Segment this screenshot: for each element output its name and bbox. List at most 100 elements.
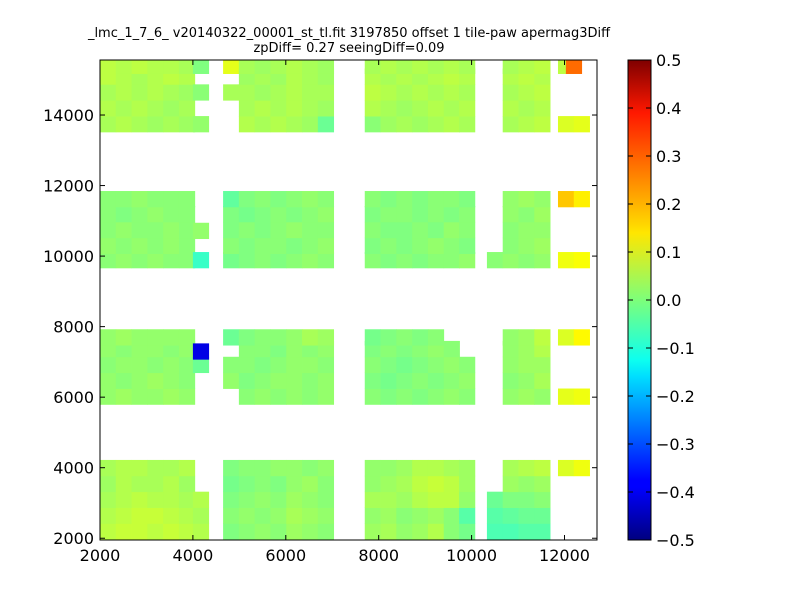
heatmap-cell	[147, 191, 164, 208]
heatmap-cell	[115, 329, 132, 346]
heatmap-cell	[302, 523, 319, 540]
heatmap-cell	[396, 206, 413, 223]
heatmap-cell	[502, 329, 519, 346]
heatmap-cell	[443, 388, 460, 405]
heatmap-cell	[364, 356, 381, 374]
heatmap-cell	[254, 252, 271, 269]
heatmap-cell	[115, 475, 132, 493]
heatmap-cell	[131, 206, 148, 223]
heatmap-cell	[518, 252, 535, 269]
heatmap-cell	[100, 329, 117, 346]
heatmap-cell	[427, 221, 445, 239]
x-tick-label: 4000	[173, 546, 214, 565]
heatmap-cell	[131, 237, 148, 255]
heatmap-cell	[178, 523, 196, 540]
heatmap-cell	[100, 237, 117, 255]
heatmap-cell	[302, 191, 319, 208]
heatmap-cell	[380, 84, 397, 101]
heatmap-cell	[427, 237, 445, 255]
heatmap-cell	[238, 60, 256, 74]
heatmap-cell	[573, 191, 590, 208]
heatmap-cell	[223, 475, 240, 493]
heatmap-cell	[115, 116, 132, 133]
heatmap-cell	[147, 221, 164, 239]
heatmap-cell	[254, 237, 271, 255]
heatmap-cell	[459, 388, 476, 405]
heatmap-cell	[557, 116, 575, 133]
heatmap-cell	[131, 116, 148, 133]
heatmap-cell	[534, 60, 551, 74]
heatmap-cell	[364, 84, 381, 101]
heatmap-cell	[163, 84, 180, 101]
heatmap-cell	[443, 340, 460, 358]
heatmap-cell	[396, 459, 413, 477]
heatmap-cell	[238, 459, 256, 477]
heatmap-cell	[302, 475, 319, 493]
heatmap-cell	[443, 356, 460, 374]
heatmap-cell	[427, 507, 445, 524]
y-tick-label: 6000	[53, 388, 94, 407]
heatmap-cell	[115, 459, 132, 477]
heatmap-cell	[302, 459, 319, 477]
heatmap-cell	[518, 491, 535, 508]
heatmap-cell	[147, 60, 164, 74]
heatmap-cell	[412, 507, 429, 524]
heatmap-cell	[412, 191, 429, 208]
heatmap-cell	[534, 221, 551, 239]
heatmap-cell	[534, 237, 551, 255]
heatmap-cell	[147, 329, 164, 346]
heatmap-cell	[364, 523, 381, 540]
heatmap-cell	[459, 459, 476, 477]
heatmap-cell	[364, 507, 381, 524]
heatmap-cell	[178, 329, 196, 346]
heatmap-cell	[100, 116, 117, 133]
heatmap-cell	[443, 491, 460, 508]
heatmap-cell	[286, 475, 303, 493]
heatmap-cell	[364, 116, 381, 133]
heatmap-cell	[254, 507, 271, 524]
heatmap-cell	[380, 356, 397, 374]
heatmap-cell	[396, 475, 413, 493]
heatmap-cell	[238, 191, 256, 208]
heatmap-cell	[427, 459, 445, 477]
colorbar-tick-label: −0.3	[656, 435, 695, 454]
heatmap-cell	[565, 60, 583, 74]
heatmap-cell	[518, 206, 535, 223]
y-tick-label: 2000	[53, 529, 94, 548]
heatmap-cell	[396, 372, 413, 389]
heatmap-cell	[317, 475, 335, 493]
heatmap-cell	[270, 491, 287, 508]
heatmap-cell	[286, 100, 303, 117]
heatmap-cell	[573, 116, 590, 133]
heatmap-cell	[270, 60, 287, 74]
heatmap-cell	[192, 116, 210, 133]
heatmap-cell	[100, 100, 117, 117]
heatmap-cell	[459, 221, 476, 239]
heatmap-cell	[270, 191, 287, 208]
x-axis: 2000 4000 6000 8000 10000 12000	[80, 60, 590, 565]
heatmap-cell	[412, 372, 429, 389]
y-tick-label: 10000	[43, 247, 94, 266]
heatmap-cell	[534, 252, 551, 269]
heatmap-cell	[427, 329, 445, 346]
heatmap-cell	[286, 356, 303, 374]
heatmap-cell	[427, 206, 445, 223]
heatmap-cell	[317, 372, 335, 389]
heatmap-cell	[518, 100, 535, 117]
heatmap-cell	[115, 388, 132, 405]
heatmap-cell	[380, 100, 397, 117]
heatmap-cell	[443, 116, 460, 133]
heatmap-cell	[534, 329, 551, 346]
heatmap-cell	[534, 191, 551, 208]
heatmap-cell	[412, 459, 429, 477]
heatmap-cell	[223, 491, 240, 508]
heatmap-cell	[443, 475, 460, 493]
colorbar-tick-label: 0.0	[656, 291, 681, 310]
heatmap-cell	[573, 459, 590, 477]
heatmap-cell	[534, 116, 551, 133]
heatmap-cell	[502, 507, 519, 524]
heatmap-cell	[131, 372, 148, 389]
heatmap-cell	[131, 491, 148, 508]
heatmap-cell	[427, 523, 445, 540]
heatmap-cell	[534, 491, 551, 508]
